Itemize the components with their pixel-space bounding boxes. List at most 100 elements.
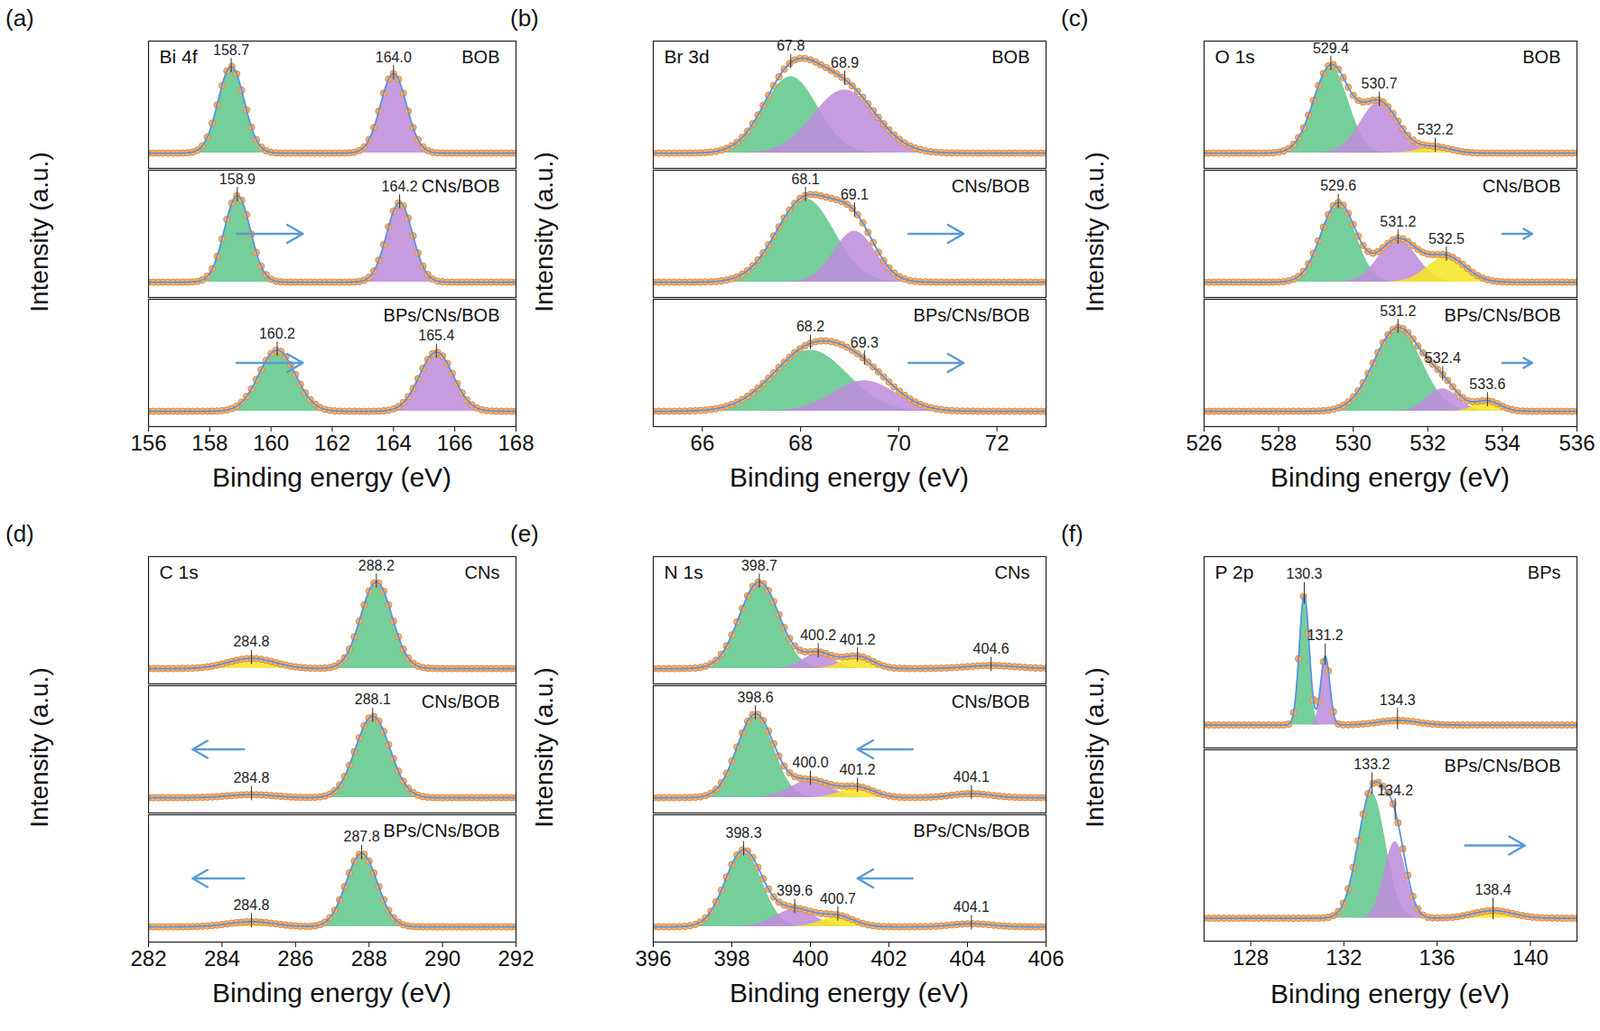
svg-text:398.3: 398.3 (725, 825, 763, 841)
svg-text:532.5: 532.5 (1428, 231, 1465, 247)
svg-text:404.1: 404.1 (953, 899, 990, 915)
svg-text:BOB: BOB (1522, 46, 1561, 67)
svg-text:288: 288 (351, 946, 388, 971)
svg-text:CNs: CNs (995, 562, 1031, 583)
svg-text:288.1: 288.1 (354, 691, 391, 707)
svg-text:BPs/CNs/BOB: BPs/CNs/BOB (383, 305, 501, 326)
svg-text:288.2: 288.2 (358, 558, 395, 574)
svg-text:530: 530 (1335, 430, 1372, 456)
svg-text:128: 128 (1232, 945, 1269, 970)
svg-text:BPs/CNs/BOB: BPs/CNs/BOB (1444, 755, 1562, 776)
svg-text:400.0: 400.0 (791, 754, 828, 771)
svg-text:396: 396 (634, 946, 671, 971)
svg-text:164.2: 164.2 (381, 178, 419, 195)
svg-text:284.8: 284.8 (232, 897, 270, 913)
svg-text:Br 3d: Br 3d (664, 46, 710, 67)
svg-text:138.4: 138.4 (1475, 882, 1512, 898)
svg-text:404: 404 (948, 946, 986, 971)
svg-text:BPs/CNs/BOB: BPs/CNs/BOB (383, 820, 501, 841)
svg-text:131.2: 131.2 (1307, 627, 1344, 643)
svg-text:532: 532 (1409, 430, 1446, 456)
svg-text:532.4: 532.4 (1424, 350, 1461, 366)
svg-text:133.2: 133.2 (1353, 756, 1390, 773)
svg-text:404.6: 404.6 (973, 641, 1010, 657)
svg-text:168: 168 (497, 430, 534, 456)
svg-text:68.1: 68.1 (790, 171, 819, 187)
svg-text:528: 528 (1260, 430, 1297, 456)
svg-text:529.6: 529.6 (1320, 177, 1357, 194)
svg-text:160.2: 160.2 (259, 325, 296, 342)
svg-text:BPs/CNs/BOB: BPs/CNs/BOB (1444, 305, 1562, 326)
svg-text:67.8: 67.8 (776, 37, 805, 54)
svg-text:164.0: 164.0 (375, 49, 412, 66)
svg-text:O 1s: O 1s (1215, 46, 1256, 67)
svg-text:CNs: CNs (465, 562, 501, 583)
svg-text:CNs/BOB: CNs/BOB (951, 176, 1031, 196)
svg-text:533.6: 533.6 (1469, 376, 1506, 392)
svg-text:400.7: 400.7 (819, 891, 856, 907)
svg-text:526: 526 (1185, 430, 1222, 456)
svg-text:164: 164 (375, 430, 412, 456)
svg-text:398: 398 (713, 946, 750, 971)
svg-text:292: 292 (497, 946, 534, 971)
svg-text:399.6: 399.6 (776, 883, 813, 899)
svg-text:C 1s: C 1s (159, 561, 199, 583)
svg-text:130.3: 130.3 (1285, 566, 1322, 582)
svg-text:401.2: 401.2 (839, 762, 876, 778)
svg-text:Bi 4f: Bi 4f (159, 46, 198, 67)
svg-text:69.1: 69.1 (840, 186, 869, 203)
svg-text:286: 286 (277, 946, 314, 971)
svg-text:166: 166 (437, 430, 474, 456)
svg-text:402: 402 (870, 946, 907, 971)
svg-text:284.8: 284.8 (232, 633, 270, 650)
svg-text:529.4: 529.4 (1312, 40, 1349, 56)
svg-text:BOB: BOB (991, 46, 1030, 67)
svg-text:404.1: 404.1 (953, 769, 990, 785)
svg-text:66: 66 (690, 430, 716, 456)
svg-text:CNs/BOB: CNs/BOB (951, 691, 1031, 712)
svg-text:68.2: 68.2 (796, 318, 825, 335)
svg-text:398.7: 398.7 (741, 558, 778, 574)
svg-text:BOB: BOB (461, 46, 500, 67)
svg-text:156: 156 (130, 430, 167, 456)
svg-text:162: 162 (314, 430, 351, 456)
svg-text:132: 132 (1325, 945, 1362, 970)
svg-text:531.2: 531.2 (1379, 213, 1416, 230)
svg-text:400.2: 400.2 (800, 627, 837, 643)
svg-text:284.8: 284.8 (232, 770, 270, 786)
svg-text:282: 282 (130, 946, 167, 971)
svg-text:CNs/BOB: CNs/BOB (1482, 176, 1562, 196)
svg-text:401.2: 401.2 (839, 632, 876, 648)
svg-text:534: 534 (1484, 430, 1521, 456)
svg-text:69.3: 69.3 (850, 334, 879, 351)
svg-text:284: 284 (204, 946, 241, 971)
svg-text:140: 140 (1512, 945, 1549, 970)
svg-text:BPs/CNs/BOB: BPs/CNs/BOB (913, 305, 1031, 326)
svg-text:N 1s: N 1s (664, 561, 704, 583)
svg-text:287.8: 287.8 (344, 828, 381, 845)
svg-text:158.9: 158.9 (219, 171, 256, 187)
svg-text:134.3: 134.3 (1379, 692, 1416, 708)
svg-text:158: 158 (191, 430, 228, 456)
svg-text:136: 136 (1419, 945, 1456, 970)
svg-text:406: 406 (1027, 946, 1064, 971)
svg-text:BPs/CNs/BOB: BPs/CNs/BOB (913, 820, 1031, 841)
svg-text:CNs/BOB: CNs/BOB (421, 691, 501, 712)
svg-text:CNs/BOB: CNs/BOB (421, 176, 501, 196)
svg-text:165.4: 165.4 (418, 327, 455, 344)
svg-text:P 2p: P 2p (1215, 561, 1255, 583)
svg-text:BPs: BPs (1527, 562, 1562, 583)
svg-text:290: 290 (424, 946, 461, 971)
svg-text:400: 400 (791, 946, 828, 971)
svg-text:531.2: 531.2 (1379, 303, 1416, 319)
svg-text:72: 72 (985, 430, 1010, 456)
svg-text:398.6: 398.6 (737, 689, 774, 706)
svg-text:158.7: 158.7 (213, 42, 250, 58)
svg-text:70: 70 (886, 430, 912, 456)
svg-text:530.7: 530.7 (1361, 75, 1398, 92)
svg-text:68.9: 68.9 (830, 55, 859, 71)
svg-text:160: 160 (252, 430, 289, 456)
svg-text:68: 68 (788, 430, 813, 456)
svg-text:134.2: 134.2 (1376, 782, 1414, 799)
svg-text:532.2: 532.2 (1417, 121, 1454, 138)
